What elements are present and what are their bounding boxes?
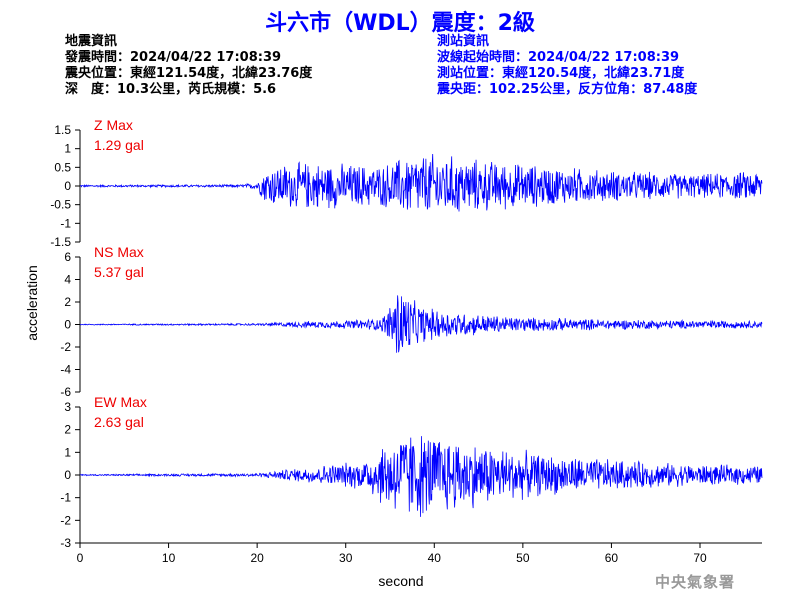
x-axis-title: second bbox=[378, 573, 423, 589]
y-tick-label: -3 bbox=[60, 536, 71, 550]
earthquake-time: 發震時間：2024/04/22 17:08:39 bbox=[65, 50, 282, 65]
max-label-ew: EW Max bbox=[94, 394, 147, 410]
agency-watermark: 中央氣象署 bbox=[655, 573, 736, 591]
x-tick-label: 70 bbox=[693, 551, 707, 565]
x-tick-label: 0 bbox=[77, 551, 84, 565]
x-tick-label: 60 bbox=[605, 551, 619, 565]
chart-title: 斗六市（WDL）震度：2級 bbox=[265, 11, 535, 36]
y-axis-title: acceleration bbox=[24, 265, 40, 341]
x-tick-label: 20 bbox=[250, 551, 264, 565]
y-tick-label: 1 bbox=[64, 445, 71, 459]
y-tick-label: 0 bbox=[64, 468, 71, 482]
y-tick-label: 4 bbox=[64, 273, 71, 287]
y-tick-label: -4 bbox=[60, 363, 71, 377]
station-info-block: 測站資訊 波線起始時間：2024/04/22 17:08:39 測站位置：東經1… bbox=[437, 34, 697, 98]
y-tick-label: -2 bbox=[60, 340, 71, 354]
max-label-ns: NS Max bbox=[94, 244, 144, 260]
y-tick-label: 0.5 bbox=[54, 160, 71, 174]
y-tick-label: -6 bbox=[60, 385, 71, 399]
earthquake-info-heading: 地震資訊 bbox=[65, 34, 118, 49]
epicentral-distance: 震央距：102.25公里，反方位角：87.48度 bbox=[437, 82, 698, 97]
y-tick-label: 6 bbox=[64, 250, 71, 264]
station-location: 測站位置：東經120.54度，北緯23.71度 bbox=[437, 66, 685, 81]
y-tick-label: 2 bbox=[64, 295, 71, 309]
x-tick-label: 40 bbox=[428, 551, 442, 565]
y-tick-label: -2 bbox=[60, 513, 71, 527]
y-tick-label: -1.5 bbox=[50, 235, 71, 249]
y-tick-label: 0 bbox=[64, 179, 71, 193]
y-tick-label: 2 bbox=[64, 423, 71, 437]
y-tick-label: 3 bbox=[64, 400, 71, 414]
wave-start-time: 波線起始時間：2024/04/22 17:08:39 bbox=[437, 50, 680, 65]
trace-ns bbox=[79, 295, 763, 353]
depth-magnitude: 深 度：10.3公里，芮氏規模：5.6 bbox=[65, 82, 277, 97]
epicenter-location: 震央位置：東經121.54度，北緯23.76度 bbox=[65, 66, 313, 81]
y-tick-label: -1 bbox=[60, 491, 71, 505]
y-tick-label: -0.5 bbox=[50, 198, 71, 212]
y-tick-label: 1.5 bbox=[54, 123, 71, 137]
station-info-heading: 測站資訊 bbox=[437, 34, 490, 49]
trace-ew bbox=[79, 436, 763, 517]
x-tick-label: 50 bbox=[516, 551, 530, 565]
x-tick-label: 30 bbox=[339, 551, 353, 565]
y-tick-label: 1 bbox=[64, 142, 71, 156]
max-value-ns: 5.37 gal bbox=[94, 264, 144, 280]
max-value-ew: 2.63 gal bbox=[94, 414, 144, 430]
max-value-z: 1.29 gal bbox=[94, 137, 144, 153]
trace-z bbox=[79, 153, 763, 212]
x-tick-label: 10 bbox=[162, 551, 176, 565]
earthquake-info-block: 地震資訊 發震時間：2024/04/22 17:08:39 震央位置：東經121… bbox=[65, 34, 312, 98]
y-tick-label: -1 bbox=[60, 216, 71, 230]
max-label-z: Z Max bbox=[94, 117, 133, 133]
y-tick-label: 0 bbox=[64, 318, 71, 332]
